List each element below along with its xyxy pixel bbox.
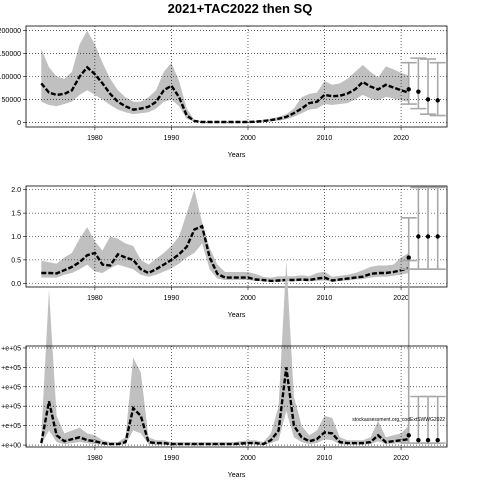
- panel-2: 1980 1990 2000 2010 2020 0.0 0.5 1.0 1.5 2.0 Years: [11, 185, 448, 319]
- x-tick-label: 1980: [87, 295, 103, 302]
- annotation-text: stockassessment.org, codExtSWWG2022: [352, 417, 445, 423]
- confidence-band: [41, 260, 409, 445]
- projection-point: [425, 438, 431, 443]
- x-tick-label: 1980: [87, 135, 103, 142]
- x-axis-label: Years: [228, 472, 246, 479]
- y-tick-label: 100000: [0, 74, 21, 81]
- plot-frame: [25, 345, 448, 448]
- estimate-line: [40, 65, 410, 124]
- y-tick-label: +e+05: [1, 384, 21, 391]
- estimate-line: [41, 224, 409, 283]
- confidence-band: [41, 30, 409, 123]
- projection-point: [435, 234, 440, 239]
- y-tick-label: 0.0: [11, 281, 21, 288]
- projection-point: [425, 97, 431, 102]
- x-tick-label: 1990: [164, 295, 180, 302]
- x-axis-label: Years: [228, 312, 246, 319]
- y-tick-label: 0: [17, 120, 21, 127]
- x-tick-label: 2010: [317, 135, 333, 142]
- projection-point: [406, 255, 411, 260]
- x-tick-label: 2000: [240, 455, 256, 462]
- x-tick-label: 1990: [164, 455, 180, 462]
- x-tick-label: 2020: [393, 455, 409, 462]
- projection-point: [406, 433, 411, 438]
- chart-title: 2021+TAC2022 then SQ: [167, 1, 313, 16]
- y-tick-label: +e+05: [1, 345, 21, 352]
- y-tick-label: +e+00: [1, 443, 21, 450]
- projection-point: [425, 234, 431, 239]
- x-tick-label: 2020: [393, 295, 409, 302]
- y-tick-label: 200000: [0, 28, 21, 35]
- x-tick-label: 2010: [317, 455, 333, 462]
- projection-point: [416, 89, 421, 94]
- y-tick-label: +e+05: [1, 365, 21, 372]
- x-tick-label: 2000: [240, 295, 256, 302]
- projection-point: [416, 234, 421, 239]
- confidence-band: [41, 189, 409, 282]
- y-tick-label: 2.0: [11, 187, 21, 194]
- y-tick-label: 0.5: [11, 257, 21, 264]
- x-tick-label: 2000: [240, 135, 256, 142]
- x-tick-label: 1980: [87, 455, 103, 462]
- y-tick-label: 1.5: [11, 211, 21, 218]
- panel-3: 1980 1990 2000 2010 2020 +e+00 +e+05 +e+05 +e+05…: [1, 259, 448, 479]
- x-tick-label: 2010: [317, 295, 333, 302]
- x-axis-label: Years: [228, 152, 246, 159]
- panel-1: 1980 1990 2000 2010 2020 0 50000 100000 150000 20…: [0, 25, 448, 159]
- y-tick-label: 1.0: [11, 234, 21, 241]
- y-tick-label: +e+05: [1, 404, 21, 411]
- y-tick-label: 50000: [2, 97, 22, 104]
- x-tick-label: 2020: [393, 135, 409, 142]
- estimate-line: [40, 367, 409, 446]
- projection-point: [435, 438, 440, 443]
- y-tick-label: 150000: [0, 51, 21, 58]
- x-tick-label: 1990: [164, 135, 180, 142]
- y-tick-label: +e+05: [1, 423, 21, 430]
- projection-point: [416, 438, 421, 443]
- projection-point: [406, 87, 411, 92]
- projection-point: [435, 98, 440, 103]
